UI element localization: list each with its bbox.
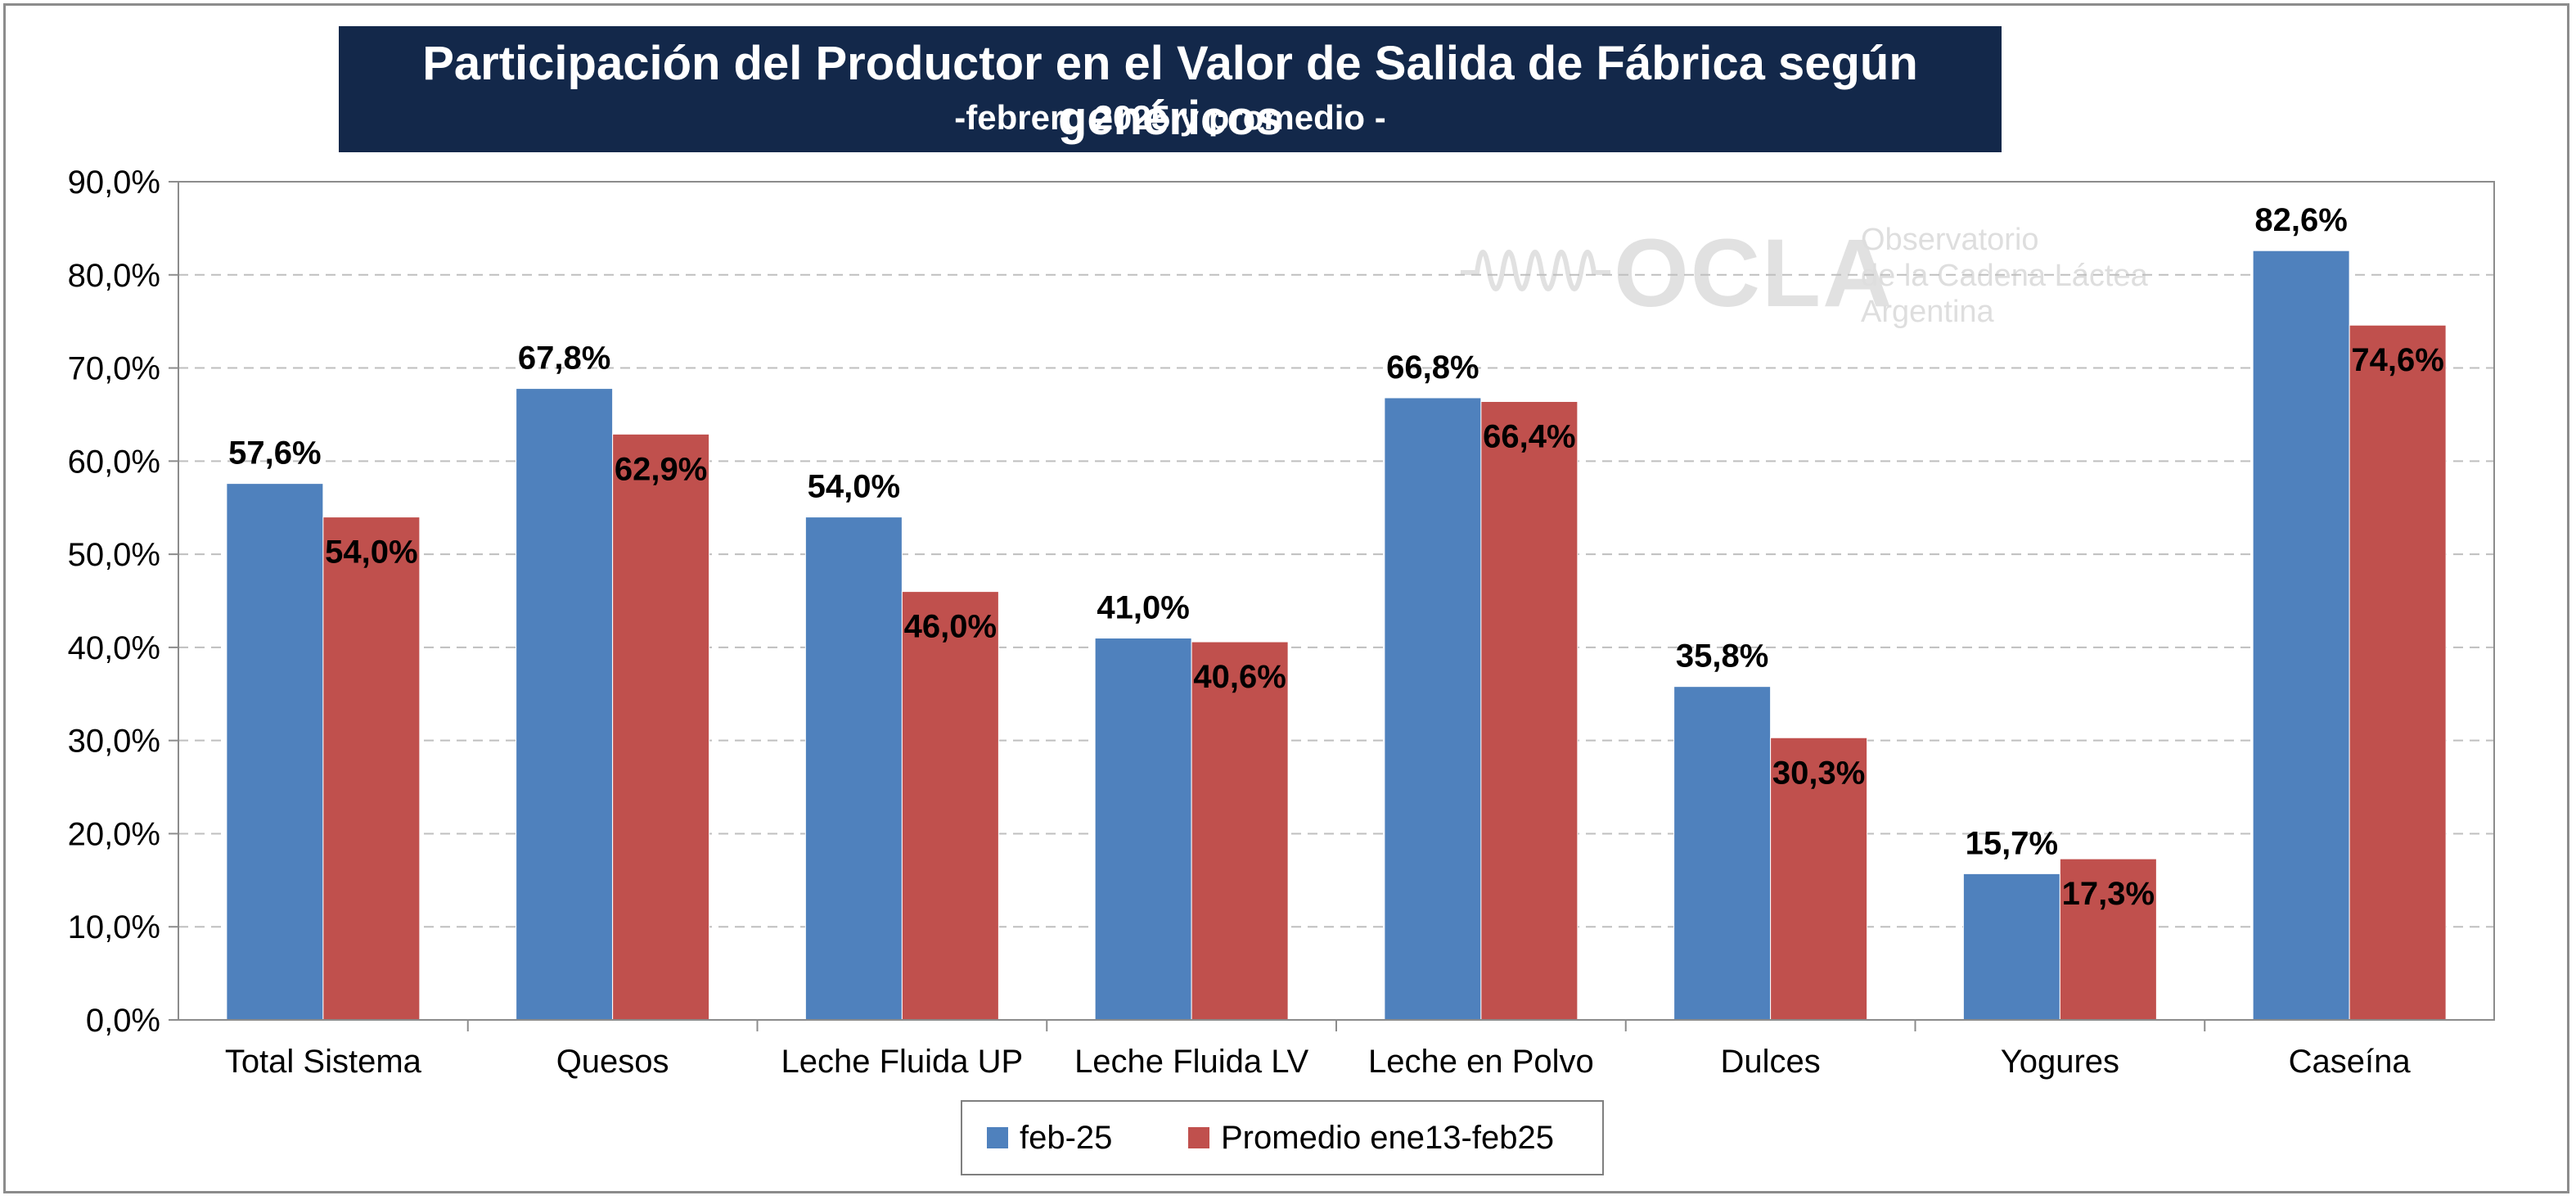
data-label: 35,8%: [1676, 638, 1768, 674]
bar-promedio: [2059, 858, 2157, 1021]
x-category-label: Leche Fluida LV: [1074, 1044, 1308, 1080]
bar-promedio: [322, 517, 421, 1021]
data-label: 46,0%: [904, 609, 997, 645]
bar-promedio: [1770, 737, 1868, 1021]
data-label: 62,9%: [615, 451, 707, 487]
x-category-label: Total Sistema: [225, 1044, 422, 1080]
bar-feb25: [1384, 397, 1482, 1021]
y-tick-label: 20,0%: [68, 816, 160, 852]
legend-swatch-promedio: [1188, 1127, 1209, 1148]
legend: feb-25 Promedio ene13-feb25: [961, 1100, 1604, 1175]
data-label: 40,6%: [1193, 659, 1286, 695]
bar-promedio: [901, 591, 999, 1021]
data-label: 30,3%: [1772, 755, 1865, 791]
bar-feb25: [804, 517, 903, 1021]
data-label: 41,0%: [1097, 590, 1189, 626]
y-tick-label: 80,0%: [68, 258, 160, 294]
y-tick-label: 90,0%: [68, 165, 160, 201]
value-labels: 57,6% 54,0% 67,8% 62,9% 54,0% 46,0% 41,0%40,6%…: [228, 202, 2444, 912]
x-category-label: Dulces: [1720, 1044, 1820, 1080]
y-tick-label: 40,0%: [68, 630, 160, 666]
watermark-line-3: Argentina: [1861, 295, 1994, 329]
ocla-logo-text: OCLA: [1614, 219, 1894, 327]
axes: 0,0% 10,0% 20,0% 30,0% 40,0% 50,0% 60,0% 70,0% 8…: [68, 165, 2495, 1080]
data-label: 67,8%: [518, 341, 610, 377]
bar-feb25: [1094, 638, 1192, 1021]
legend-item-feb25: feb-25: [987, 1102, 1112, 1174]
bars: [226, 250, 2447, 1021]
bar-feb25: [1962, 873, 2060, 1021]
legend-label-promedio: Promedio ene13-feb25: [1221, 1119, 1554, 1156]
data-label: 17,3%: [2062, 876, 2155, 912]
bar-feb25: [226, 483, 324, 1021]
data-label: 74,6%: [2351, 342, 2443, 378]
title-banner: Participación del Productor en el Valor …: [339, 26, 2002, 152]
legend-label-feb25: feb-25: [1020, 1119, 1113, 1156]
watermark-line-1: Observatorio: [1861, 223, 2039, 257]
bar-promedio: [612, 433, 710, 1021]
bar-promedio: [1191, 641, 1289, 1021]
y-tick-label: 30,0%: [68, 724, 160, 760]
bar-feb25: [2252, 250, 2350, 1021]
bar-feb25: [516, 388, 614, 1021]
bar-feb25: [1673, 686, 1772, 1021]
data-label: 57,6%: [228, 435, 321, 471]
data-label: 54,0%: [325, 535, 417, 571]
ocla-watermark: OCLA Observatorio de la Cadena Láctea Ar…: [1457, 219, 2193, 345]
x-category-label: Leche Fluida UP: [781, 1044, 1024, 1080]
y-tick-label: 60,0%: [68, 444, 160, 480]
data-label: 66,8%: [1386, 350, 1479, 386]
chart-title: Participación del Productor en el Valor …: [422, 37, 1918, 145]
x-category-label: Yogures: [2001, 1044, 2119, 1080]
x-category-label: Caseína: [2289, 1044, 2412, 1080]
y-tick-label: 10,0%: [68, 909, 160, 945]
x-category-label: Quesos: [556, 1044, 669, 1080]
x-category-label: Leche en Polvo: [1368, 1044, 1594, 1080]
legend-item-promedio: Promedio ene13-feb25: [1188, 1102, 1554, 1174]
y-tick-label: 70,0%: [68, 351, 160, 387]
chart-subtitle: -febrero 2025 y promedio -: [954, 98, 1386, 137]
data-label: 82,6%: [2254, 202, 2347, 238]
bar-promedio: [2349, 324, 2447, 1021]
watermark-line-2: de la Cadena Láctea: [1861, 259, 2148, 293]
legend-swatch-feb25: [987, 1127, 1008, 1148]
y-tick-label: 50,0%: [68, 537, 160, 573]
bar-promedio: [1480, 401, 1578, 1021]
data-label: 66,4%: [1483, 419, 1575, 455]
data-label: 15,7%: [1966, 825, 2058, 861]
data-label: 54,0%: [808, 469, 900, 505]
ocla-wave-icon: [1461, 250, 1610, 291]
y-tick-label: 0,0%: [86, 1003, 160, 1039]
